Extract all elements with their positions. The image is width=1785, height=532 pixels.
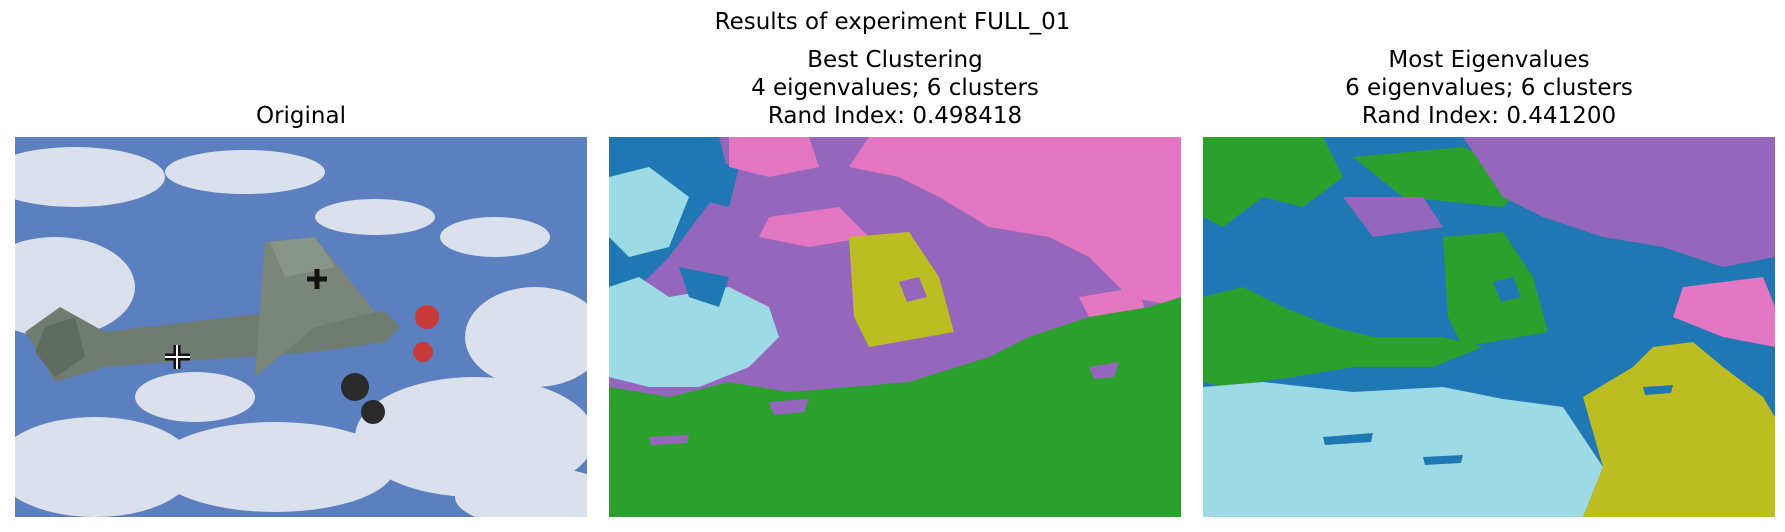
most-eigenvalues-title: Most Eigenvalues 6 eigenvalues; 6 cluste… (1203, 46, 1775, 130)
most-eigenvalues-title-line-2: 6 eigenvalues; 6 clusters (1345, 75, 1633, 101)
airplane-shape (25, 237, 439, 424)
most-eigenvalues-image-panel (1203, 137, 1775, 517)
best-clustering-title: Best Clustering 4 eigenvalues; 6 cluster… (609, 46, 1181, 130)
figure-suptitle: Results of experiment FULL_01 (714, 9, 1071, 35)
original-title-line: Original (255, 103, 346, 129)
original-image (15, 137, 587, 517)
most-eigenvalues-title-line-3: Rand Index: 0.441200 (1361, 103, 1617, 129)
original-image-panel (15, 137, 587, 517)
most-eigenvalues-image (1203, 137, 1775, 517)
best-clustering-image-panel (609, 137, 1181, 517)
most-eigenvalues-title-line-1: Most Eigenvalues (1388, 47, 1590, 73)
best-clustering-title-line-2: 4 eigenvalues; 6 clusters (751, 75, 1039, 101)
original-title: Original (15, 102, 587, 130)
best-clustering-image (609, 137, 1181, 517)
best-clustering-title-line-3: Rand Index: 0.498418 (767, 103, 1023, 129)
best-clustering-title-line-1: Best Clustering (807, 47, 983, 73)
